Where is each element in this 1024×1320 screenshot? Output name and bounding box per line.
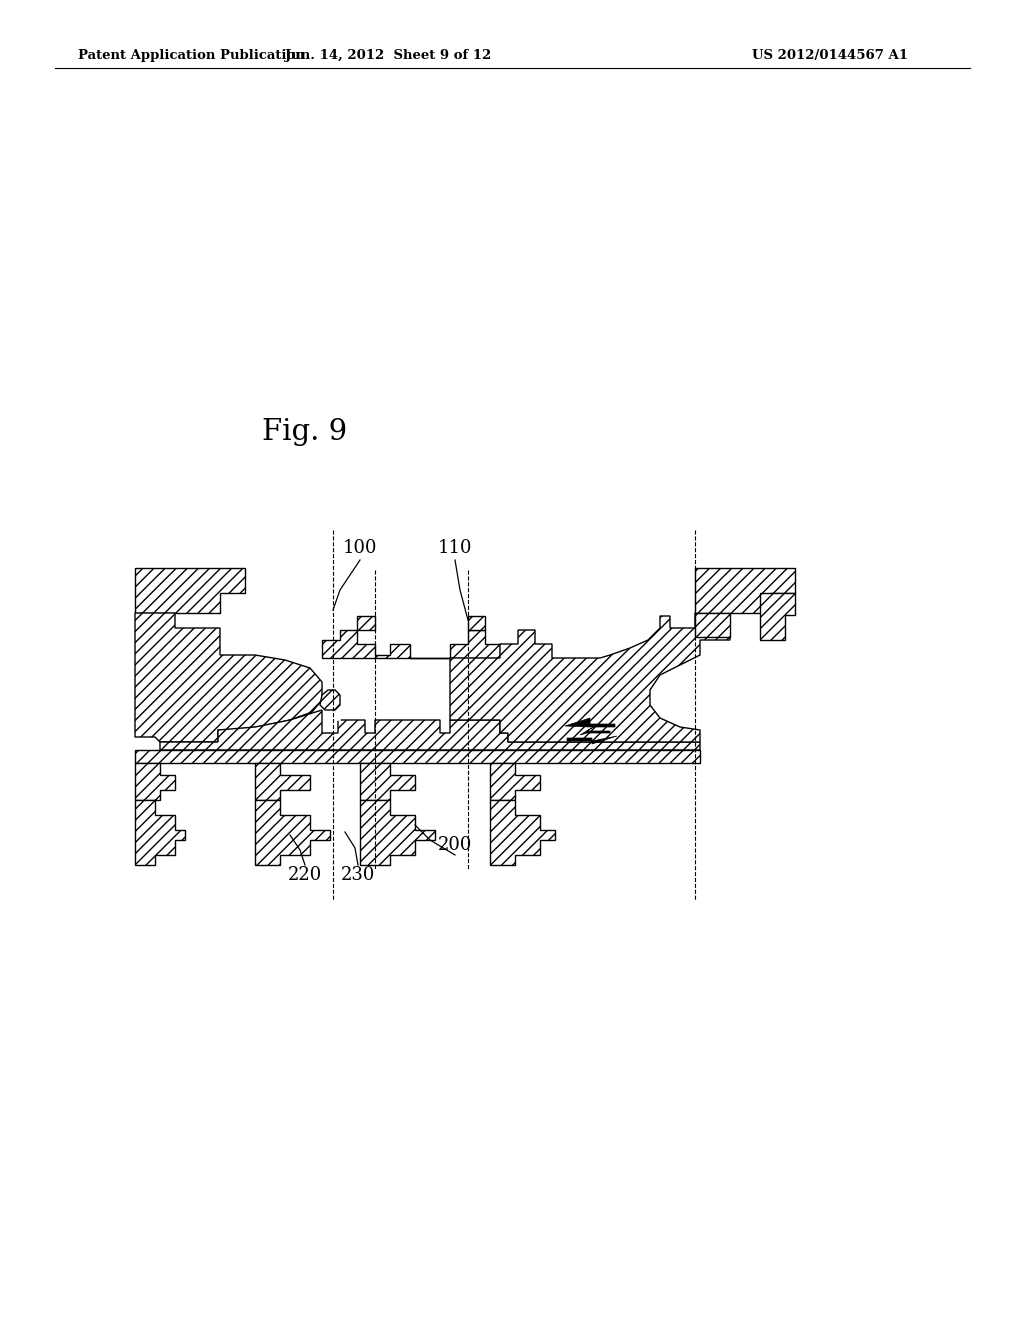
Polygon shape [567,737,617,744]
Text: 230: 230 [341,866,375,884]
Text: 220: 220 [288,866,323,884]
Text: Patent Application Publication: Patent Application Publication [78,49,305,62]
Polygon shape [695,568,795,612]
Polygon shape [255,763,310,800]
Polygon shape [135,568,245,612]
Text: Fig. 9: Fig. 9 [262,418,347,446]
Text: 110: 110 [437,539,472,557]
Polygon shape [319,690,340,710]
Text: US 2012/0144567 A1: US 2012/0144567 A1 [752,49,908,62]
Polygon shape [490,800,555,865]
Text: 100: 100 [343,539,377,557]
Polygon shape [255,800,330,865]
Polygon shape [135,800,185,865]
Polygon shape [135,612,322,742]
Polygon shape [322,630,500,657]
Text: 200: 200 [438,836,472,854]
Polygon shape [450,612,730,742]
Polygon shape [135,750,700,763]
Polygon shape [360,800,435,865]
Polygon shape [565,718,615,727]
Polygon shape [468,616,485,630]
Polygon shape [357,616,375,630]
Polygon shape [490,763,540,800]
Polygon shape [160,710,700,750]
Polygon shape [335,715,340,719]
Polygon shape [580,726,610,735]
Polygon shape [760,593,795,640]
Polygon shape [695,612,730,638]
Polygon shape [360,763,415,800]
Text: Jun. 14, 2012  Sheet 9 of 12: Jun. 14, 2012 Sheet 9 of 12 [285,49,492,62]
Polygon shape [135,763,175,800]
